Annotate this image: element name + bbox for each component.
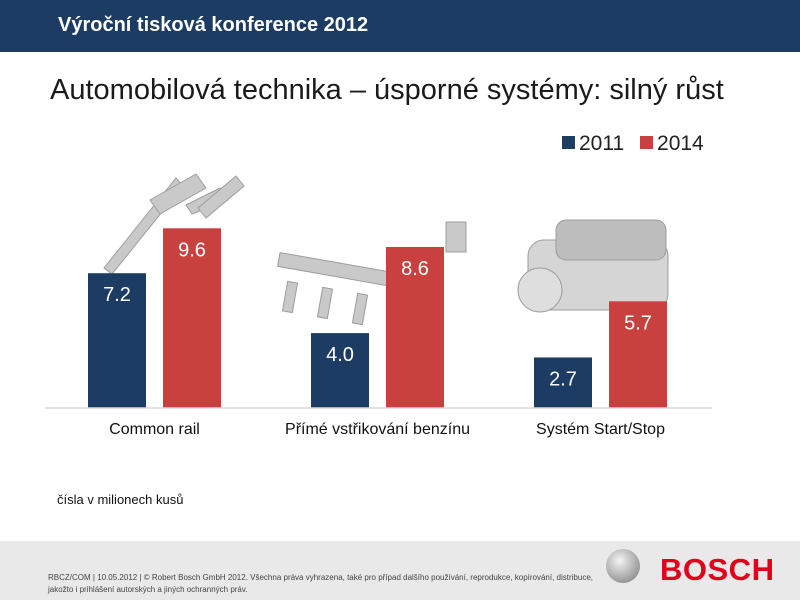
bars-group: 7.2 9.6 4.0 8.6 2.7 5.7 (88, 228, 667, 408)
legend-item-2011: 2011 (562, 132, 624, 156)
header-title: Výroční tisková konference 2012 (58, 14, 369, 36)
units-note: čísla v milionech kusů (57, 492, 184, 507)
bar-chart: 7.2 9.6 4.0 8.6 2.7 5.7 Common rail Přímé vstř… (45, 228, 712, 438)
category-labels-group: Common rail Přímé vstřikování benzínu Syst… (109, 421, 665, 438)
category-label-0: Common rail (109, 421, 200, 438)
bar-value-label-2014-0: 9.6 (178, 239, 206, 261)
bar-2014-2 (609, 301, 667, 408)
footer-bar (0, 541, 800, 600)
bar-value-label-2014-2: 5.7 (624, 312, 652, 334)
chart-legend: 2011 2014 (562, 132, 714, 156)
bar-value-label-2011-1: 4.0 (326, 344, 354, 366)
bosch-logo-icon (606, 549, 640, 583)
bar-2014-1 (386, 247, 444, 408)
bar-2011-1 (311, 333, 369, 408)
category-label-1: Přímé vstřikování benzínu (285, 421, 470, 438)
legend-item-2014: 2014 (640, 132, 704, 156)
legend-label-2014: 2014 (657, 132, 704, 155)
category-label-2: Systém Start/Stop (536, 421, 665, 438)
legend-swatch-2014 (640, 136, 654, 149)
legend-swatch-2011 (562, 136, 575, 149)
footer-text: RBCZ/COM | 10.05.2012 | © Robert Bosch G… (48, 573, 594, 594)
bar-value-label-2014-1: 8.6 (401, 258, 429, 280)
slide-title: Automobilová technika – úsporné systémy:… (50, 74, 724, 106)
header-bar: Výroční tisková konference 2012 (0, 0, 800, 52)
legend-label-2011: 2011 (579, 132, 625, 155)
bar-2011-2 (534, 357, 592, 408)
bar-2011-0 (88, 273, 146, 408)
bar-2014-0 (163, 228, 221, 408)
bosch-logo-text: BOSCH (660, 552, 775, 587)
bar-value-label-2011-2: 2.7 (549, 368, 577, 390)
bar-value-label-2011-0: 7.2 (103, 284, 131, 306)
